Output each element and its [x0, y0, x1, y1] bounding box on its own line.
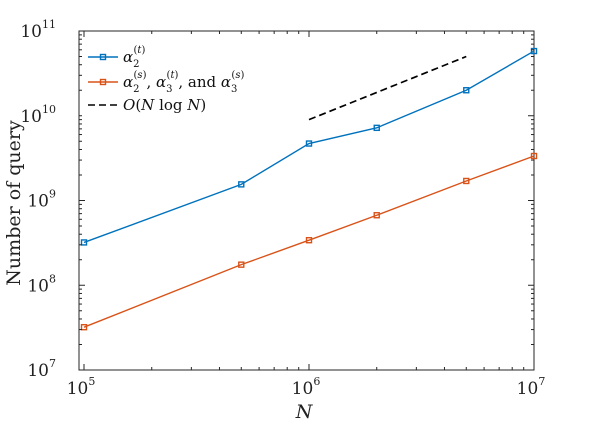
legend-entry-alpha2s: α2(s), α3(t), and α3(s) — [88, 70, 244, 95]
y-tick-label: 1011 — [20, 18, 56, 42]
x-tick-label: 105 — [67, 375, 96, 399]
series-0-point — [238, 181, 245, 188]
tick-labels: 107 108 109 1010 1011 105 106 107 — [20, 18, 545, 399]
series-0-point — [80, 239, 88, 246]
series-1-point — [463, 177, 470, 185]
legend-box — [82, 37, 252, 117]
series-0-point — [530, 47, 538, 55]
y-tick-label: 109 — [27, 188, 56, 212]
x-tick-label: 107 — [517, 375, 546, 399]
legend-label-alpha2t: α2(t) — [123, 45, 145, 70]
series-1-point — [373, 212, 380, 219]
series-line-1 — [83, 155, 535, 328]
y-tick-label: 1010 — [20, 103, 56, 127]
legend-label-nlogn: O(N log N) — [123, 96, 206, 114]
legend-marker-blue — [99, 53, 107, 61]
series-1-point — [238, 261, 245, 268]
x-tick-label: 106 — [292, 375, 321, 399]
series-line-0 — [83, 50, 535, 244]
series-0-point — [305, 140, 313, 147]
series-1-point — [530, 152, 538, 160]
legend-marker-orange — [99, 78, 107, 86]
legend-entry-alpha2t: α2(t) — [88, 45, 145, 70]
x-axis-label: N — [295, 401, 314, 423]
series-1-point — [80, 323, 88, 331]
series-0-point — [463, 87, 470, 94]
series-layer — [80, 47, 538, 331]
legend-entry-nlogn: O(N log N) — [88, 96, 206, 114]
y-tick-label: 107 — [27, 357, 56, 381]
series-0-point — [373, 124, 380, 132]
y-axis-label: Number of query — [3, 120, 25, 286]
series-1-point — [305, 237, 313, 244]
series-line-2 — [308, 55, 467, 121]
legend: α2(t) α2(s), α3(t), and α3(s) O(N log N) — [82, 37, 252, 117]
legend-label-alpha2s: α2(s), α3(t), and α3(s) — [123, 70, 244, 95]
y-tick-label: 108 — [27, 272, 56, 296]
